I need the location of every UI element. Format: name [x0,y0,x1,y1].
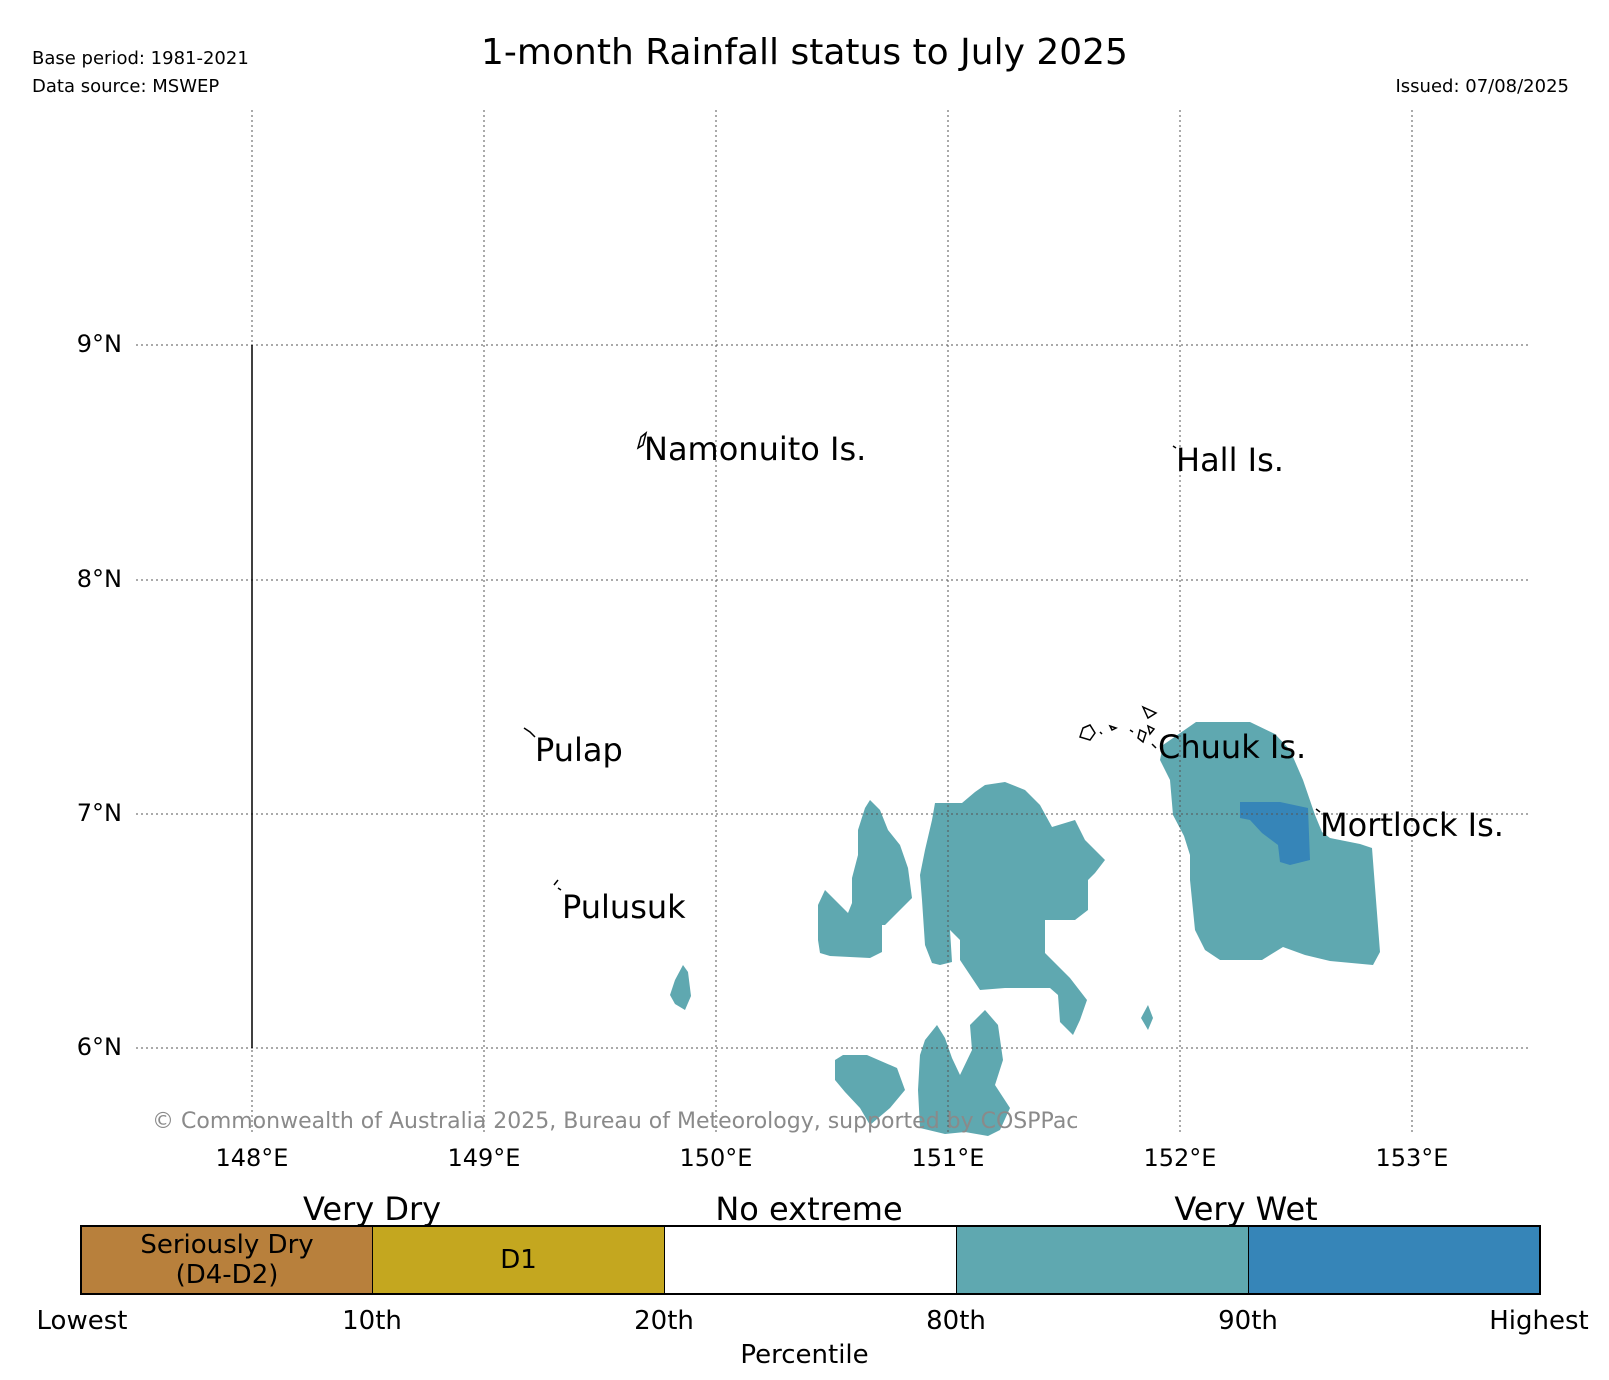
place-label-pulusuk: Pulusuk [562,888,686,926]
lat-label-8n: 8°N [76,565,122,593]
place-label-hall: Hall Is. [1176,441,1284,479]
lat-label-7n: 7°N [76,799,122,827]
very-wet-region-central [920,782,1105,1035]
very-wet-region-west-small [670,965,691,1010]
lon-label-148e: 148°E [215,1144,289,1172]
place-label-namonuito: Namonuito Is. [644,430,867,468]
percentile-label-20th: 20th [634,1306,694,1336]
legend-category-very-dry: Very Dry [302,1190,442,1228]
issued-date-text: Issued: 07/08/2025 [1395,76,1569,97]
data-source-text: Data source: MSWEP [32,76,220,97]
pulusuk-island-outline [553,879,562,891]
legend-category-no-extreme: No extreme [715,1190,903,1228]
percentile-axis-title: Percentile [740,1340,869,1370]
place-label-mortlock: Mortlock Is. [1320,806,1504,844]
legend-segment-no-extreme [664,1225,956,1295]
base-period-text: Base period: 1981-2021 [32,48,249,69]
lon-label-152e: 152°E [1143,1144,1217,1172]
map-graticule [136,110,1530,1135]
legend-segment-seriously-dry: Seriously Dry (D4-D2) [80,1225,372,1295]
lon-label-151e: 151°E [911,1144,985,1172]
percentile-label-10th: 10th [342,1306,402,1336]
pulap-island-outline [523,727,536,738]
very-wet-region-southwest [835,1055,905,1125]
chuuk-lagoon-outline-2 [1108,724,1118,732]
chuuk-lagoon-outline-3 [1141,705,1158,720]
highest-rainfall-region [1240,802,1310,865]
chuuk-lagoon-outline-5 [1146,724,1156,736]
percentile-label-90th: 90th [1218,1306,1278,1336]
very-wet-region-tiny [1141,1005,1153,1030]
lat-label-6n: 6°N [76,1033,122,1061]
mortlock-island-outline [1315,808,1321,813]
lon-label-150e: 150°E [679,1144,753,1172]
legend-segment-label-seriously-dry: Seriously Dry (D4-D2) [140,1230,314,1290]
place-label-chuuk: Chuuk Is. [1158,728,1307,766]
hall-island-outline [1172,445,1177,449]
island-outlines [523,431,1321,891]
chuuk-lagoon-outline-6 [1099,729,1157,749]
legend-segment-label-d1: D1 [500,1245,537,1275]
legend-segment-90-highest [1248,1225,1541,1295]
chuuk-lagoon-outline-4 [1137,728,1147,744]
legend-category-very-wet: Very Wet [1174,1190,1318,1228]
percentile-label-lowest: Lowest [36,1306,128,1336]
very-wet-region-south [918,1010,1010,1136]
lon-label-149e: 149°E [447,1144,521,1172]
legend-segment-80-90 [956,1225,1248,1295]
percentile-label-highest: Highest [1489,1306,1589,1336]
chuuk-lagoon-outline-1 [1079,724,1096,741]
very-wet-regions [670,722,1380,1136]
lon-label-153e: 153°E [1375,1144,1449,1172]
legend-segment-d1: D1 [372,1225,664,1295]
namonuito-island-outline [636,431,648,450]
very-wet-region-west-center [818,800,912,958]
copyright-notice: © Commonwealth of Australia 2025, Bureau… [152,1109,1079,1134]
map-title: 1-month Rainfall status to July 2025 [481,32,1128,73]
rainfall-map [136,110,1530,1136]
very-wet-region-east [1160,722,1380,965]
percentile-label-80th: 80th [926,1306,986,1336]
lat-label-9n: 9°N [76,330,122,358]
place-label-pulap: Pulap [535,731,623,769]
